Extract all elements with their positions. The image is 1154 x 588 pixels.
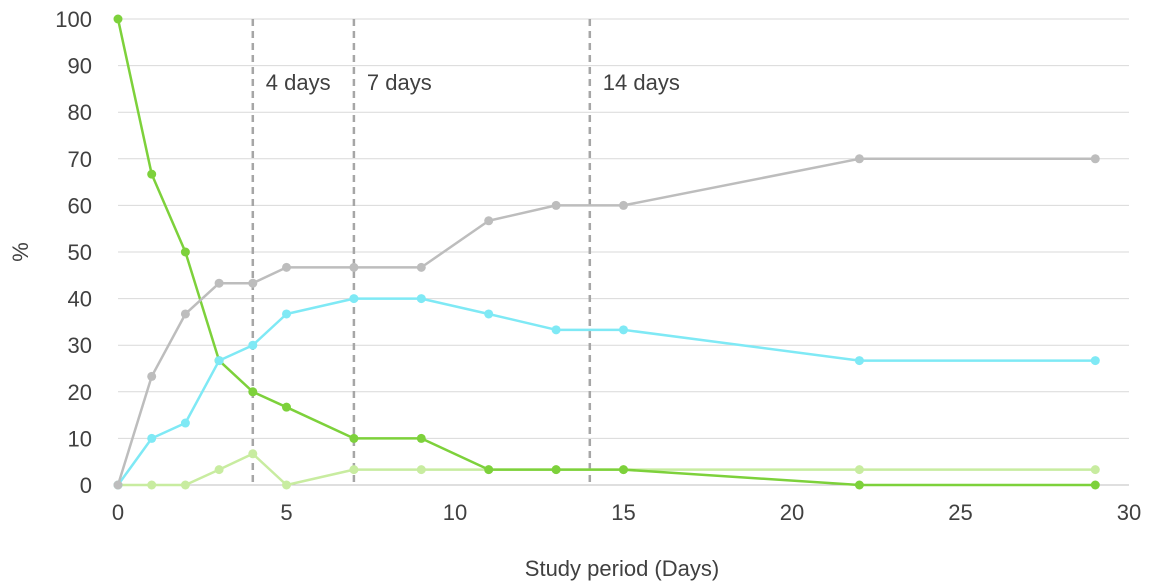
data-point xyxy=(854,480,864,490)
x-tick-label: 25 xyxy=(948,500,972,525)
data-point xyxy=(854,465,864,475)
data-point xyxy=(416,465,426,475)
y-tick-label: 10 xyxy=(68,426,92,451)
y-tick-label: 90 xyxy=(68,54,92,79)
data-point xyxy=(349,294,359,304)
data-point xyxy=(180,418,190,428)
data-point xyxy=(854,356,864,366)
data-point xyxy=(551,325,561,335)
y-tick-label: 0 xyxy=(80,473,92,498)
y-tick-label: 30 xyxy=(68,333,92,358)
data-point xyxy=(282,309,291,319)
data-point xyxy=(282,402,291,412)
data-point xyxy=(484,216,494,226)
data-point xyxy=(1090,356,1100,366)
data-point xyxy=(214,465,224,475)
x-tick-label: 20 xyxy=(780,500,804,525)
data-point xyxy=(1090,480,1100,490)
data-point xyxy=(180,480,190,490)
data-point xyxy=(147,433,157,443)
y-tick-label: 70 xyxy=(68,147,92,172)
data-point xyxy=(248,387,258,397)
series-0 xyxy=(113,14,1100,490)
y-tick-label: 60 xyxy=(68,193,92,218)
data-point xyxy=(349,262,359,272)
y-tick-label: 50 xyxy=(68,240,92,265)
x-tick-label: 10 xyxy=(443,500,467,525)
data-point xyxy=(214,278,224,288)
data-point xyxy=(551,465,561,475)
data-point xyxy=(1090,154,1100,164)
data-point xyxy=(248,278,258,288)
x-tick-label: 30 xyxy=(1117,500,1141,525)
data-point xyxy=(248,449,258,459)
x-tick-label: 0 xyxy=(112,500,124,525)
data-point xyxy=(214,356,224,366)
data-point xyxy=(619,465,628,475)
series-lines xyxy=(113,14,1100,490)
x-axis-title: Study period (Days) xyxy=(525,556,719,581)
data-point xyxy=(619,325,628,335)
data-point xyxy=(484,465,494,475)
data-point xyxy=(147,371,157,381)
data-point xyxy=(416,262,426,272)
data-point xyxy=(349,433,359,443)
data-point xyxy=(854,154,864,164)
gridlines xyxy=(118,18,1129,486)
y-axis-title: % xyxy=(8,242,33,262)
y-tick-label: 40 xyxy=(68,287,92,312)
series-1 xyxy=(113,154,1100,490)
data-point xyxy=(282,480,291,490)
data-point xyxy=(484,309,494,319)
y-tick-label: 80 xyxy=(68,100,92,125)
x-tick-label: 5 xyxy=(280,500,292,525)
y-tick-label: 20 xyxy=(68,380,92,405)
y-tick-label: 100 xyxy=(55,7,92,32)
reference-line-label: 7 days xyxy=(367,70,432,95)
data-point xyxy=(180,309,190,319)
reference-line-label: 4 days xyxy=(266,70,331,95)
data-point xyxy=(248,340,258,350)
data-point xyxy=(1090,465,1100,475)
reference-line-label: 14 days xyxy=(603,70,680,95)
data-point xyxy=(416,294,426,304)
data-point xyxy=(113,14,123,24)
data-point xyxy=(113,480,123,490)
data-point xyxy=(619,200,628,210)
data-point xyxy=(147,169,157,179)
data-point xyxy=(180,247,190,257)
data-point xyxy=(349,465,359,475)
data-point xyxy=(282,262,291,272)
axis-ticks: 0 10 20 30 40 50 60 70 80 90 100 0 5 10 15 20 25 30 xyxy=(55,7,1141,525)
x-tick-label: 15 xyxy=(611,500,635,525)
reference-lines: 4 days 7 days 14 days xyxy=(251,19,680,485)
data-point xyxy=(416,433,426,443)
data-point xyxy=(147,480,157,490)
data-point xyxy=(551,200,561,210)
series-line xyxy=(116,157,1096,486)
